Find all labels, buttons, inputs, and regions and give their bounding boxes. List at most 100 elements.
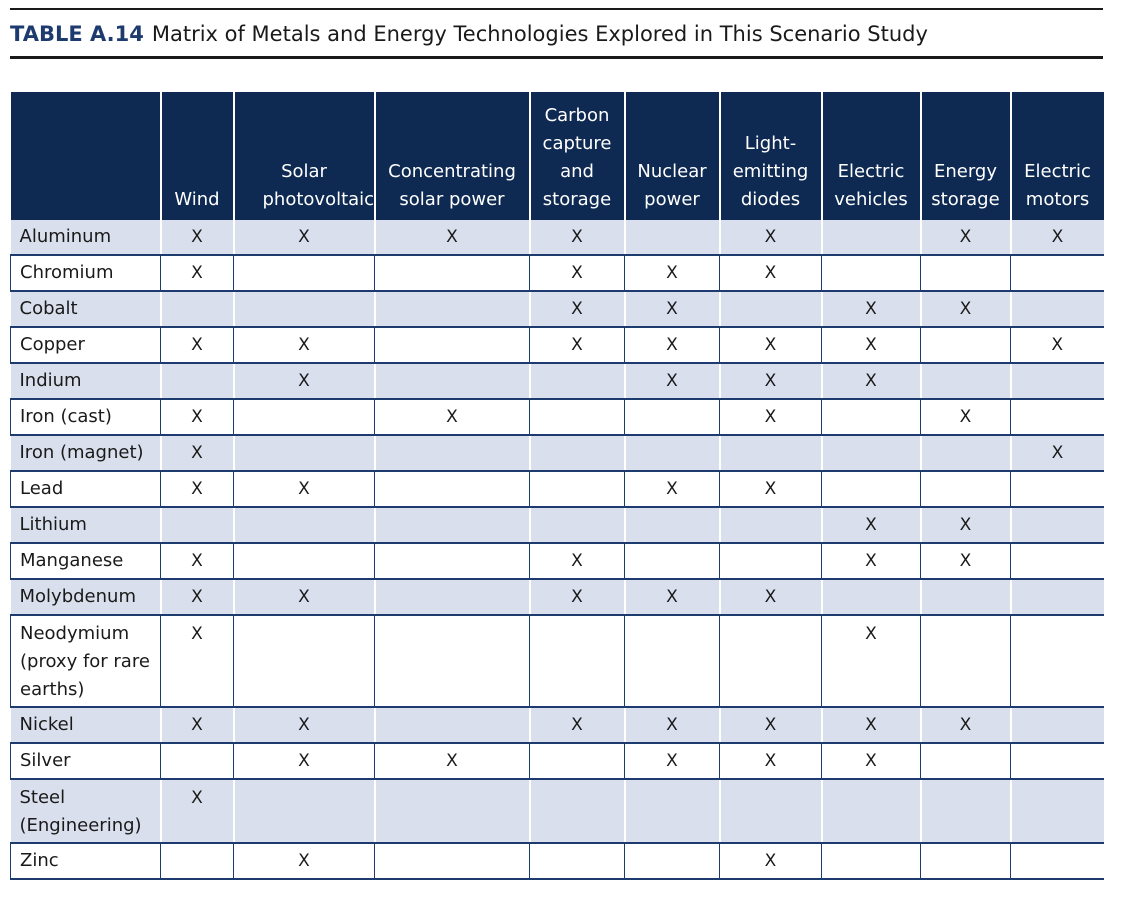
matrix-cell: X — [919, 707, 1011, 744]
table-row: Cobalt X X X X — [10, 291, 1104, 328]
matrix-cell — [528, 435, 625, 472]
metal-name-cell: Steel (Engineering) — [10, 779, 161, 844]
header-row: Wind Solar photovoltaic Concentrating so… — [10, 92, 1104, 220]
matrix-cell — [1009, 579, 1104, 616]
matrix-cell — [529, 615, 625, 708]
metal-name-cell: Cobalt — [10, 291, 161, 328]
matrix-cell — [920, 843, 1011, 880]
header-carbon-capture-and-storage: Carbon capture and storage — [528, 92, 625, 220]
header-electric-motors: Electric motors — [1009, 92, 1104, 220]
matrix-cell — [1010, 399, 1104, 436]
matrix-cell: X — [821, 543, 921, 580]
matrix-cell — [374, 615, 530, 708]
matrix-cell: X — [528, 220, 625, 256]
matrix-cell — [821, 399, 921, 436]
matrix-cell: X — [623, 579, 720, 616]
matrix-cell — [232, 779, 375, 844]
table-title: Matrix of Metals and Energy Technologies… — [151, 22, 928, 46]
metal-name-cell: Chromium — [10, 255, 161, 292]
matrix-cell — [374, 327, 530, 364]
matrix-cell: X — [820, 291, 921, 328]
matrix-cell: X — [528, 291, 625, 328]
table-row: Molybdenum X X X X X — [10, 579, 1104, 616]
matrix-cell — [820, 220, 921, 256]
table-row: Iron (magnet) X X — [10, 435, 1104, 472]
matrix-cell: X — [624, 471, 720, 508]
matrix-cell — [374, 843, 530, 880]
caption-bottom-rule — [10, 56, 1103, 59]
matrix-cell — [919, 779, 1011, 844]
matrix-cell — [820, 435, 921, 472]
matrix-cell — [919, 363, 1011, 400]
header-electric-vehicles: Electric vehicles — [820, 92, 921, 220]
matrix-cell: X — [624, 743, 720, 780]
matrix-cell — [373, 779, 530, 844]
table-caption: TABLE A.14 Matrix of Metals and Energy Te… — [10, 20, 928, 48]
matrix-cell: X — [821, 743, 921, 780]
matrix-cell: X — [919, 507, 1011, 544]
matrix-cell: X — [160, 327, 234, 364]
matrix-cell: X — [719, 327, 822, 364]
table-row: Aluminum X X X X X X X — [10, 220, 1104, 256]
matrix-cell — [373, 291, 530, 328]
metal-name-cell: Aluminum — [10, 220, 161, 256]
matrix-cell — [920, 471, 1011, 508]
matrix-cell — [919, 435, 1011, 472]
matrix-cell: X — [529, 255, 625, 292]
table-row: Indium X X X X — [10, 363, 1104, 400]
table-row: Iron (cast) X X X X — [10, 399, 1104, 436]
table-row: Zinc X X — [10, 843, 1104, 880]
matrix-cell — [159, 291, 234, 328]
matrix-cell: X — [624, 255, 720, 292]
matrix-cell: X — [624, 327, 720, 364]
matrix-cell: X — [623, 291, 720, 328]
metal-name-cell: Iron (magnet) — [10, 435, 161, 472]
header-solar-photovoltaic: Solar photovoltaic — [232, 92, 375, 220]
matrix-cell — [1010, 471, 1104, 508]
matrix-cell: X — [233, 743, 375, 780]
metal-name-cell: Lithium — [10, 507, 161, 544]
matrix-cell — [821, 255, 921, 292]
matrix-cell — [623, 779, 720, 844]
metals-technology-matrix: Wind Solar photovoltaic Concentrating so… — [10, 92, 1104, 880]
matrix-cell — [233, 543, 375, 580]
header-corner — [10, 92, 161, 220]
matrix-cell — [160, 743, 234, 780]
matrix-cell — [528, 363, 625, 400]
matrix-cell: X — [718, 220, 822, 256]
matrix-cell — [1009, 707, 1104, 744]
matrix-cell: X — [233, 327, 375, 364]
matrix-cell — [159, 363, 234, 400]
matrix-cell — [820, 579, 921, 616]
matrix-cell — [1010, 743, 1104, 780]
matrix-cell: X — [232, 363, 375, 400]
header-concentrating-solar-power: Concentrating solar power — [373, 92, 530, 220]
metal-name-cell: Silver — [10, 743, 161, 780]
matrix-cell — [624, 399, 720, 436]
matrix-cell — [233, 615, 375, 708]
table-row: Copper X X X X X X X — [10, 327, 1104, 364]
matrix-cell — [919, 579, 1011, 616]
matrix-cell — [529, 471, 625, 508]
matrix-cell: X — [719, 843, 822, 880]
matrix-cell: X — [1010, 327, 1104, 364]
matrix-cell — [1010, 615, 1104, 708]
header-nuclear-power: Nuclear power — [623, 92, 720, 220]
matrix-cell: X — [820, 507, 921, 544]
matrix-cell — [233, 399, 375, 436]
matrix-cell — [1009, 291, 1104, 328]
matrix-cell: X — [160, 399, 234, 436]
matrix-cell — [718, 435, 822, 472]
matrix-cell: X — [232, 220, 375, 256]
matrix-cell — [1010, 255, 1104, 292]
metal-name-cell: Indium — [10, 363, 161, 400]
matrix-cell: X — [159, 220, 234, 256]
metal-name-cell: Lead — [10, 471, 161, 508]
matrix-cell — [821, 471, 921, 508]
metal-name-cell: Copper — [10, 327, 161, 364]
matrix-cell: X — [160, 615, 234, 708]
matrix-cell: X — [718, 579, 822, 616]
matrix-cell — [1010, 543, 1104, 580]
matrix-cell: X — [821, 327, 921, 364]
matrix-cell: X — [529, 543, 625, 580]
